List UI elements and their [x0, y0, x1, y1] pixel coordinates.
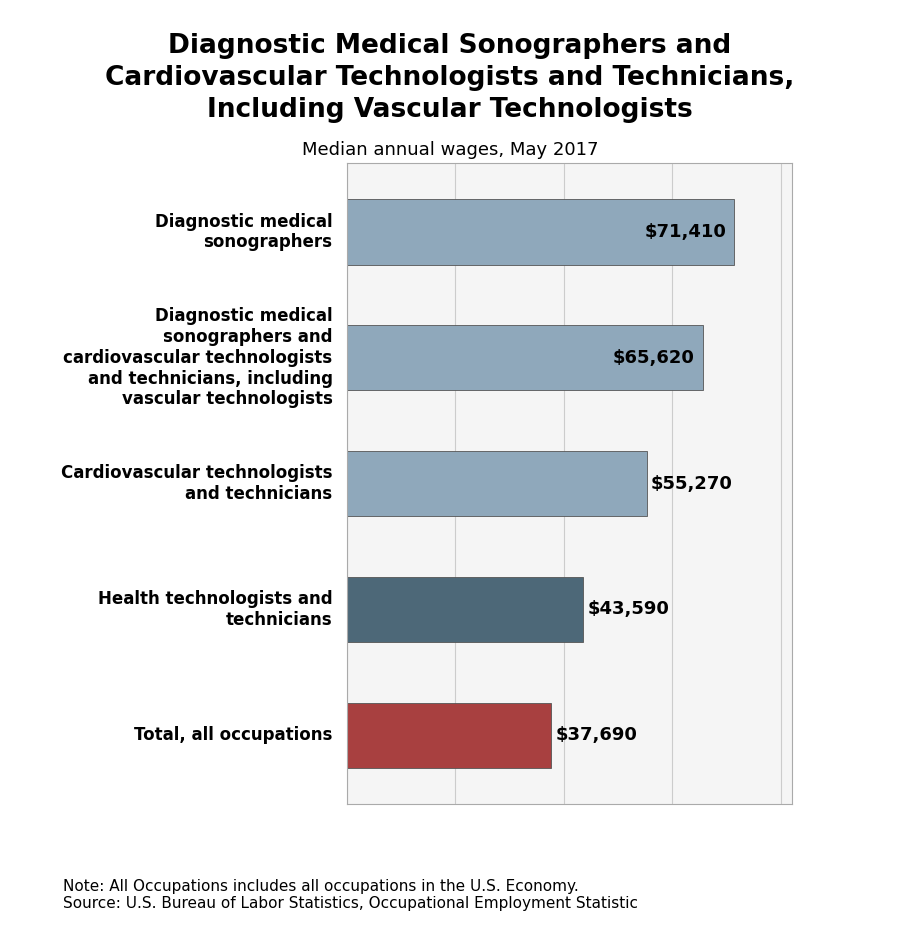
Text: Note: All Occupations includes all occupations in the U.S. Economy.
Source: U.S.: Note: All Occupations includes all occup…: [63, 879, 638, 911]
Bar: [346, 702, 552, 768]
Text: $71,410: $71,410: [644, 223, 726, 241]
Text: $43,590: $43,590: [588, 601, 670, 618]
Bar: [346, 451, 647, 516]
Text: $55,270: $55,270: [651, 474, 733, 493]
Bar: [346, 577, 583, 642]
Text: $37,690: $37,690: [555, 726, 637, 744]
Text: Median annual wages, May 2017: Median annual wages, May 2017: [302, 141, 598, 159]
Text: Diagnostic Medical Sonographers and
Cardiovascular Technologists and Technicians: Diagnostic Medical Sonographers and Card…: [105, 33, 795, 123]
Bar: [346, 326, 703, 391]
Text: $65,620: $65,620: [613, 349, 695, 366]
Bar: [346, 199, 734, 265]
